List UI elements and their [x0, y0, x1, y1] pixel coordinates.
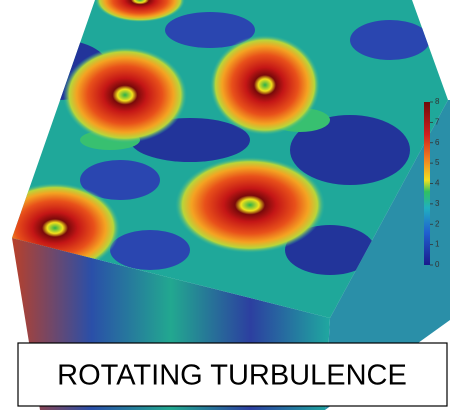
colorbar-tick-label: 2 — [435, 219, 440, 228]
colorbar-tick-label: 1 — [435, 240, 440, 249]
colorbar-gradient — [424, 102, 430, 265]
colorbar-tick-label: 5 — [435, 158, 440, 167]
colorbar-tick-label: 0 — [435, 260, 440, 269]
colorbar-tick-label: 7 — [435, 117, 440, 126]
colorbar-tick-label: 6 — [435, 138, 440, 147]
caption: ROTATING TURBULENCE — [57, 360, 407, 392]
colorbar-tick-label: 8 — [435, 97, 440, 106]
colorbar-tick-label: 4 — [435, 179, 440, 188]
colorbar-tick-label: 3 — [435, 199, 440, 208]
scene: 0 1 2 3 4 5 6 7 8 ROTATING TURBULENCE — [0, 0, 450, 410]
